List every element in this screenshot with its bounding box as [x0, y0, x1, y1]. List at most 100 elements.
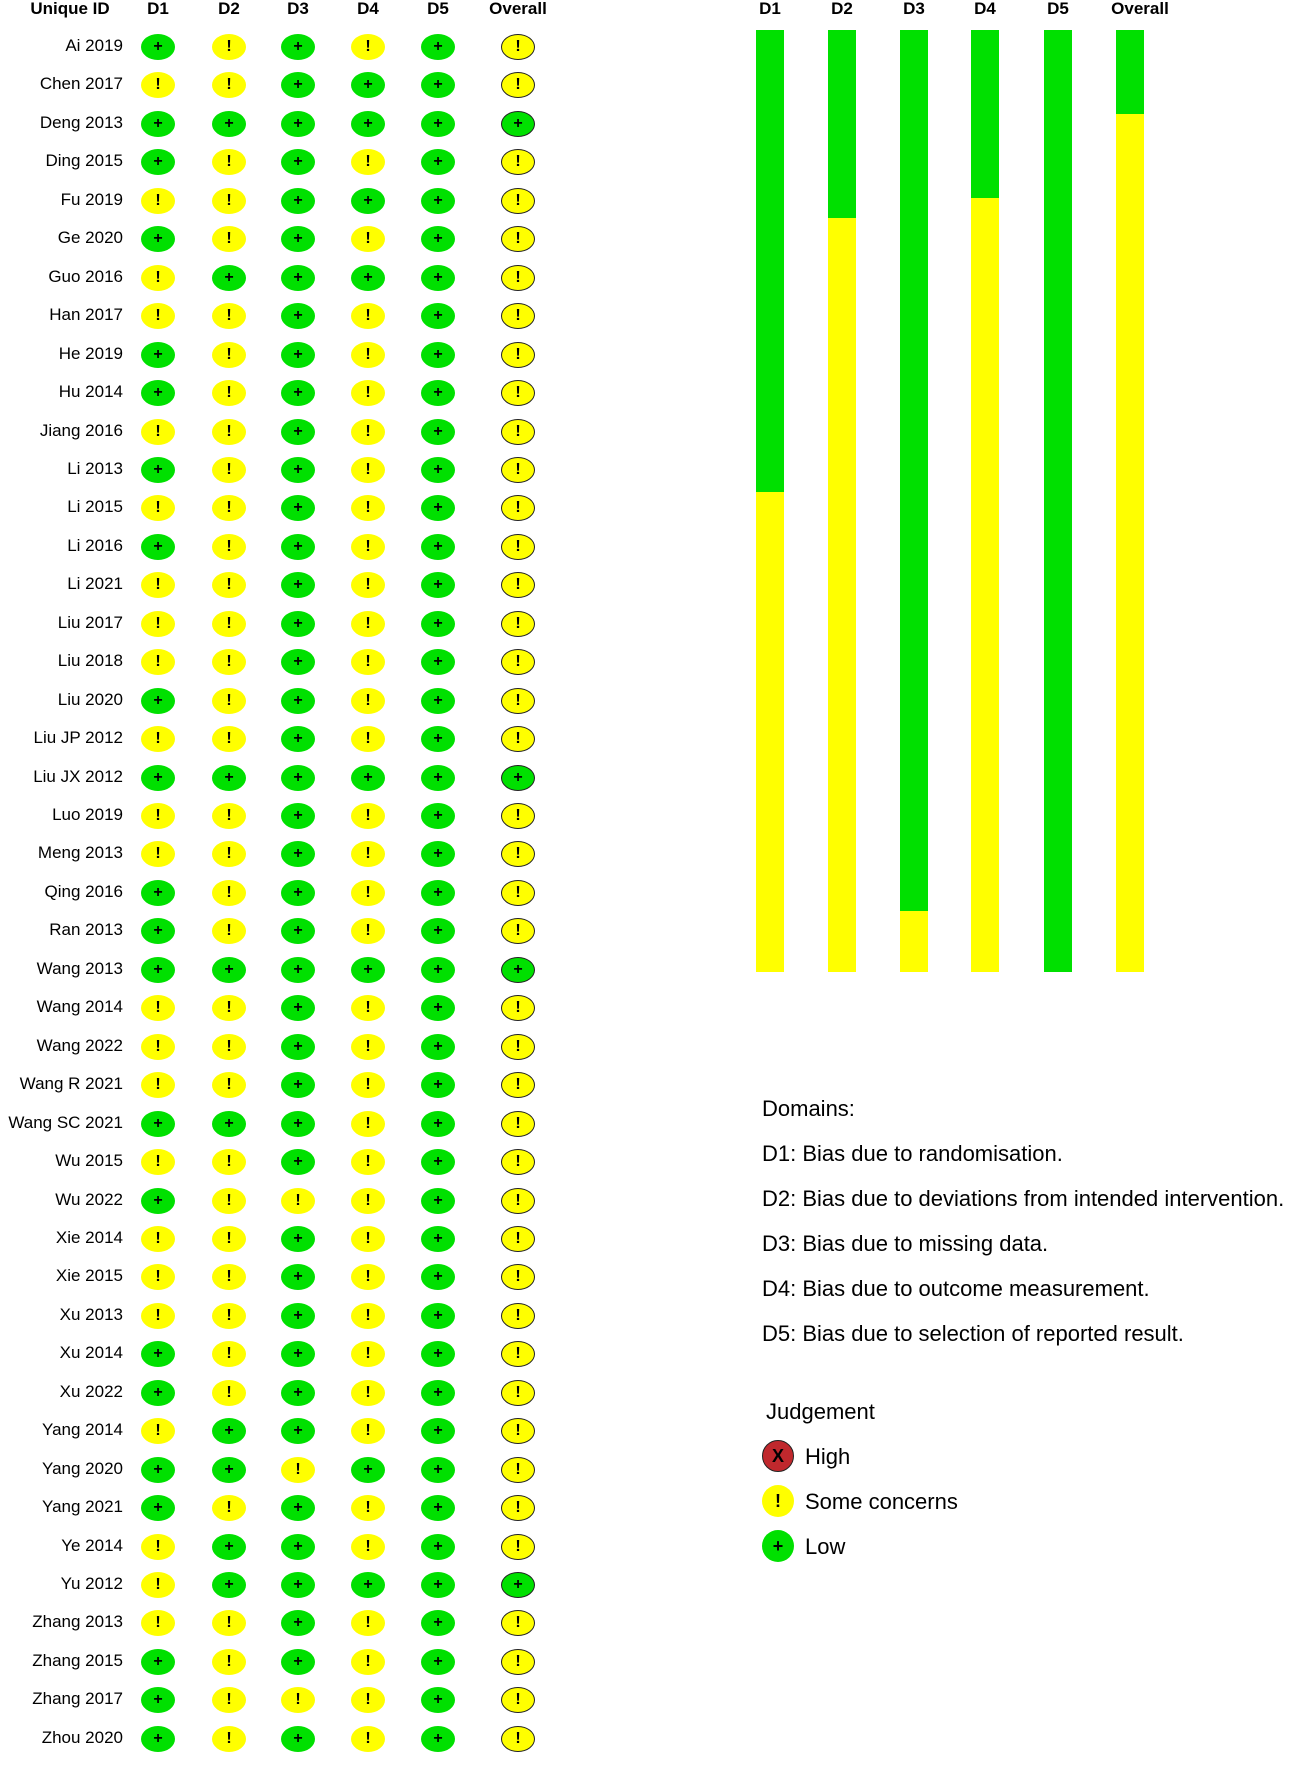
overall-judgement-dot: ! [501, 1379, 535, 1406]
judgement-symbol: + [433, 1229, 443, 1247]
study-label: Zhang 2013 [32, 1612, 123, 1632]
judgement-symbol: ! [226, 730, 232, 748]
judgement-symbol: + [433, 807, 443, 824]
d4-judgement-dot: ! [351, 649, 385, 676]
judgement-symbol: + [363, 1576, 373, 1593]
overall-judgement-dot: ! [501, 495, 535, 522]
judgement-symbol: ! [226, 230, 232, 248]
high-judgement-symbol: X [771, 1445, 784, 1466]
d5-judgement-dot: + [421, 1341, 455, 1368]
judgement-symbol: + [293, 1153, 303, 1171]
bar-segment-low [1044, 30, 1072, 972]
judgement-symbol: ! [155, 1537, 161, 1555]
study-label: Guo 2016 [48, 266, 123, 286]
d5-judgement-dot: + [421, 303, 455, 330]
judgement-symbol: ! [515, 1691, 521, 1709]
d4-judgement-dot: ! [351, 341, 385, 368]
judgement-symbol: ! [365, 1614, 371, 1632]
d3-judgement-dot: ! [281, 1187, 315, 1214]
d3-judgement-dot: + [281, 1610, 315, 1637]
d4-judgement-dot: ! [351, 380, 385, 407]
judgement-symbol: ! [365, 1114, 371, 1132]
d3-judgement-dot: + [281, 303, 315, 330]
judgement-symbol: + [293, 499, 303, 517]
d5-judgement-dot: + [421, 1264, 455, 1291]
overall-judgement-dot: ! [501, 1725, 535, 1752]
d5-judgement-dot: + [421, 1495, 455, 1522]
judgement-symbol: ! [515, 1345, 521, 1363]
study-label: Liu 2017 [57, 612, 123, 632]
judgement-symbol: + [153, 1652, 163, 1670]
judgement-symbol: + [433, 345, 443, 363]
study-label: Wang 2014 [36, 997, 123, 1017]
d3-judgement-dot: + [281, 918, 315, 945]
d2-judgement-dot: ! [212, 1379, 246, 1406]
judgement-symbol: ! [515, 1153, 521, 1171]
study-label: Xu 2013 [59, 1304, 123, 1324]
d2-judgement-dot: ! [212, 572, 246, 599]
overall-judgement-dot: ! [501, 418, 535, 445]
judgement-symbol: + [293, 1306, 303, 1324]
overall-judgement-dot: ! [501, 149, 535, 176]
judgement-symbol: ! [226, 1729, 232, 1747]
d3-judgement-dot: + [281, 1225, 315, 1252]
d5-judgement-dot: + [421, 726, 455, 753]
d4-judgement-dot: + [351, 956, 385, 983]
d3-judgement-dot: + [281, 764, 315, 791]
d3-judgement-dot: + [281, 649, 315, 676]
judgement-symbol: ! [155, 1422, 161, 1440]
domain-d1-description: D1: Bias due to randomisation. [762, 1141, 1063, 1166]
bar-header-overall: Overall [1111, 0, 1169, 18]
d2-judgement-dot: + [212, 1533, 246, 1560]
judgement-symbol: + [293, 1576, 303, 1593]
judgement-symbol: ! [515, 653, 521, 671]
d1-judgement-dot: ! [141, 1302, 175, 1329]
judgement-symbol: ! [515, 422, 521, 440]
judgement-symbol: ! [365, 1076, 371, 1094]
d5-judgement-dot: + [421, 918, 455, 945]
judgement-symbol: ! [226, 807, 232, 824]
d2-judgement-dot: ! [212, 380, 246, 407]
judgement-symbol: ! [515, 1383, 521, 1401]
overall-judgement-dot: ! [501, 226, 535, 253]
bar-segment-some-concerns [1116, 113, 1144, 972]
judgement-symbol: ! [515, 1499, 521, 1517]
overall-judgement-dot: ! [501, 879, 535, 906]
judgement-symbol: ! [155, 1576, 161, 1593]
d3-judgement-dot: + [281, 226, 315, 253]
overall-judgement-dot: ! [501, 1264, 535, 1291]
d2-judgement-dot: + [212, 264, 246, 291]
d1-judgement-dot: + [141, 1495, 175, 1522]
d2-judgement-dot: ! [212, 226, 246, 253]
d2-judgement-dot: ! [212, 649, 246, 676]
judgement-symbol: ! [515, 345, 521, 363]
d1-judgement-dot: + [141, 1341, 175, 1368]
study-label: Yu 2012 [60, 1574, 123, 1593]
judgement-symbol: ! [515, 691, 521, 709]
d4-judgement-dot: ! [351, 1725, 385, 1752]
judgement-symbol: ! [155, 1268, 161, 1286]
judgement-symbol: ! [515, 268, 521, 286]
judgement-symbol: + [153, 1499, 163, 1517]
d2-judgement-dot: ! [212, 72, 246, 99]
overall-judgement-dot: ! [501, 1533, 535, 1560]
d2-judgement-dot: ! [212, 995, 246, 1022]
d3-judgement-dot: + [281, 610, 315, 637]
d3-judgement-dot: + [281, 456, 315, 483]
judgement-symbol: + [293, 114, 303, 132]
study-label: Wang R 2021 [19, 1074, 123, 1094]
judgement-symbol: ! [515, 845, 521, 863]
d3-judgement-dot: + [281, 1110, 315, 1137]
d1-judgement-dot: ! [141, 1418, 175, 1445]
d3-judgement-dot: + [281, 495, 315, 522]
judgement-symbol: ! [155, 999, 161, 1017]
overall-judgement-dot: ! [501, 687, 535, 714]
d1-judgement-dot: ! [141, 1610, 175, 1637]
judgement-symbol: + [433, 1614, 443, 1632]
d4-judgement-dot: + [351, 1456, 385, 1483]
d5-judgement-dot: + [421, 1225, 455, 1252]
d1-judgement-dot: ! [141, 264, 175, 291]
judgement-symbol: + [153, 345, 163, 363]
judgement-symbol: + [433, 384, 443, 402]
judgement-symbol: + [433, 1729, 443, 1747]
